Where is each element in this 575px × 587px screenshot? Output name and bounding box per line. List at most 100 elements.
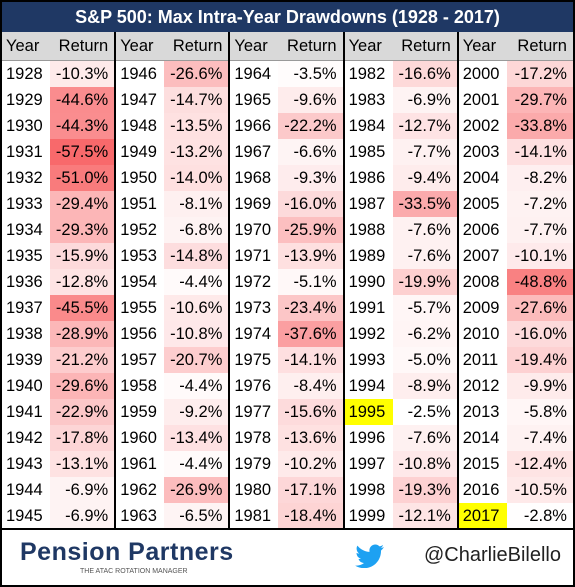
year-cell: 1945 xyxy=(6,507,43,525)
year-cell: 1962 xyxy=(120,481,157,499)
year-cell: 1949 xyxy=(120,143,157,161)
header-cell: Year xyxy=(348,37,382,55)
data-row: 1951 -8.1% xyxy=(116,191,229,217)
data-row: 1936 -12.8% xyxy=(2,269,115,295)
return-cell: -25.9% xyxy=(278,217,343,243)
return-cell: -13.9% xyxy=(278,243,343,269)
data-row: 1933 -29.4% xyxy=(2,191,115,217)
header-cell: Return xyxy=(287,37,337,55)
twitter-icon xyxy=(355,544,384,568)
return-cell: -48.8% xyxy=(506,269,573,295)
return-cell: -33.8% xyxy=(506,113,573,139)
data-row: 1935 -15.9% xyxy=(2,243,115,269)
header-cell: Return xyxy=(58,37,109,55)
year-cell: 1937 xyxy=(6,299,43,317)
column-group: Year Return 1928 -10.3% 1929 -44.6% 1930 -44.3%… xyxy=(2,32,117,529)
data-row: 1947 -14.7% xyxy=(116,87,229,113)
data-row: 1969 -16.0% xyxy=(230,191,343,217)
year-cell: 1956 xyxy=(120,325,157,343)
year-cell: 1953 xyxy=(120,247,157,265)
return-cell: -19.3% xyxy=(392,477,457,503)
return-cell: -10.8% xyxy=(164,321,229,347)
return-cell: -10.2% xyxy=(278,451,343,477)
year-cell: 1973 xyxy=(234,299,272,317)
year-cell: 2011 xyxy=(462,351,499,369)
year-cell: 1977 xyxy=(234,403,272,421)
year-cell: 2003 xyxy=(462,143,500,161)
year-cell: 2012 xyxy=(462,377,500,395)
data-row: 1971 -13.9% xyxy=(230,243,343,269)
year-cell: 1936 xyxy=(6,273,43,291)
year-cell: 1984 xyxy=(348,117,386,135)
data-row: 1943 -13.1% xyxy=(2,451,115,477)
data-row: 1985 -7.7% xyxy=(345,139,457,165)
year-cell: 1968 xyxy=(234,169,272,187)
return-cell: -28.9% xyxy=(50,321,115,347)
return-cell: -9.4% xyxy=(392,165,457,191)
return-cell: -9.9% xyxy=(506,373,573,399)
return-cell: -45.5% xyxy=(50,295,115,321)
data-row: 1980 -17.1% xyxy=(230,477,343,503)
data-row: 1991 -5.7% xyxy=(345,295,457,321)
year-cell: 1996 xyxy=(348,429,386,447)
return-cell: -37.6% xyxy=(278,321,343,347)
data-row: 1976 -8.4% xyxy=(230,373,343,399)
year-cell: 1970 xyxy=(234,221,272,239)
year-cell: 2005 xyxy=(462,195,500,213)
return-cell: -17.8% xyxy=(50,425,115,451)
year-cell: 1943 xyxy=(6,455,43,473)
return-cell: -13.6% xyxy=(278,425,343,451)
year-cell: 1979 xyxy=(234,455,272,473)
data-row: 1930 -44.3% xyxy=(2,113,115,139)
data-row: 1986 -9.4% xyxy=(345,165,457,191)
year-cell: 2017 xyxy=(458,503,507,529)
year-cell: 2002 xyxy=(462,117,500,135)
return-cell: -14.0% xyxy=(164,165,229,191)
year-cell: 1942 xyxy=(6,429,43,447)
year-cell: 1944 xyxy=(6,481,43,499)
data-row: 1945 -6.9% xyxy=(2,503,115,529)
year-cell: 1972 xyxy=(234,273,272,291)
return-cell: -7.2% xyxy=(506,191,573,217)
return-cell: -17.1% xyxy=(278,477,343,503)
year-cell: 1987 xyxy=(348,195,386,213)
year-cell: 1999 xyxy=(348,507,386,525)
data-row: 1955 -10.6% xyxy=(116,295,229,321)
return-cell: -6.9% xyxy=(392,87,457,113)
return-cell: -5.8% xyxy=(506,399,573,425)
data-row: 1961 -4.4% xyxy=(116,451,229,477)
return-cell: -26.9% xyxy=(164,477,229,503)
data-row: 1982 -16.6% xyxy=(345,61,457,87)
year-cell: 1965 xyxy=(234,91,272,109)
return-cell: -15.6% xyxy=(278,399,343,425)
return-cell: -12.7% xyxy=(392,113,457,139)
data-row: 1995 -2.5% xyxy=(344,399,457,425)
return-cell: -17.2% xyxy=(506,61,573,87)
return-cell: -7.6% xyxy=(392,217,457,243)
data-row: 1974 -37.6% xyxy=(230,321,343,347)
return-cell: -7.7% xyxy=(506,217,573,243)
header-cell: Year xyxy=(120,37,154,55)
data-row: 1996 -7.6% xyxy=(345,425,457,451)
header-row: Year Return xyxy=(344,32,457,61)
return-cell: -13.5% xyxy=(164,113,229,139)
return-cell: -9.6% xyxy=(278,87,343,113)
year-cell: 2001 xyxy=(462,91,500,109)
data-row: 1999 -12.1% xyxy=(345,503,457,529)
year-cell: 1961 xyxy=(120,455,157,473)
header-row: Year Return xyxy=(2,32,115,61)
return-cell: -13.2% xyxy=(164,139,229,165)
year-cell: 1967 xyxy=(234,143,272,161)
data-row: 1963 -6.5% xyxy=(116,503,229,529)
year-cell: 1975 xyxy=(234,351,272,369)
year-cell: 1954 xyxy=(120,273,157,291)
data-row: 1994 -8.9% xyxy=(345,373,457,399)
header-cell: Year xyxy=(462,37,497,55)
data-row: 1984 -12.7% xyxy=(345,113,457,139)
year-cell: 1950 xyxy=(120,169,157,187)
year-cell: 1963 xyxy=(120,507,157,525)
return-cell: -5.7% xyxy=(392,295,457,321)
year-cell: 1951 xyxy=(120,195,157,213)
year-cell: 1931 xyxy=(6,143,43,161)
data-row: 2005 -7.2% xyxy=(459,191,573,217)
